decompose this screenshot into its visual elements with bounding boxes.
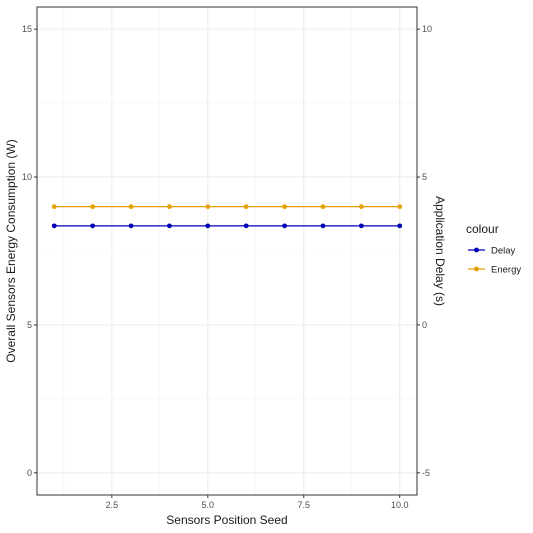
- data-point-delay: [243, 223, 249, 229]
- legend-keys: Delay Energy: [468, 246, 521, 276]
- data-point-energy: [397, 204, 403, 210]
- data-point-energy: [243, 204, 249, 210]
- legend-label-energy: Energy: [491, 265, 521, 276]
- y-tick-label-left: 15: [22, 24, 32, 34]
- y-tick-label-right: -5: [422, 468, 430, 478]
- y-tick-label-left: 5: [27, 320, 32, 330]
- x-tick-label: 2.5: [106, 500, 119, 510]
- data-point-energy: [282, 204, 287, 210]
- data-point-energy: [90, 204, 96, 210]
- x-tick-label: 7.5: [298, 500, 311, 510]
- axes: 2.5 5.0 7.5 10.0 0 5 10 15 -5 0 5 10: [22, 24, 432, 510]
- data-point-delay: [397, 223, 403, 229]
- legend-label-delay: Delay: [491, 246, 516, 257]
- y-axis-title-left: Overall Sensors Energy Consumption (W): [4, 139, 18, 362]
- data-point-energy: [167, 204, 172, 210]
- data-point-energy: [51, 204, 57, 210]
- data-point-energy: [205, 204, 211, 210]
- data-point-energy: [128, 204, 134, 210]
- y-axis-title-right: Application Delay (s): [433, 196, 447, 306]
- data-point-delay: [167, 223, 172, 229]
- legend-key-point-delay: [474, 247, 479, 253]
- plot-border: [36, 6, 418, 496]
- x-tick-label: 10.0: [391, 500, 409, 510]
- grid: [37, 7, 417, 495]
- legend-title: colour: [466, 222, 499, 236]
- data-point-delay: [128, 223, 134, 229]
- data-point-delay: [282, 223, 287, 229]
- legend: colour Delay Energy: [466, 222, 521, 276]
- data-point-delay: [90, 223, 96, 229]
- x-tick-label: 5.0: [202, 500, 215, 510]
- data-point-delay: [320, 223, 326, 229]
- data-point-delay: [358, 223, 364, 229]
- y-tick-label-left: 0: [27, 468, 32, 478]
- series-layer: [51, 204, 403, 229]
- y-tick-label-right: 5: [422, 172, 427, 182]
- data-point-energy: [358, 204, 364, 210]
- y-tick-label-left: 10: [22, 172, 32, 182]
- y-tick-label-right: 0: [422, 320, 427, 330]
- x-axis-title: Sensors Position Seed: [166, 513, 287, 527]
- legend-key-point-energy: [474, 266, 479, 272]
- data-point-energy: [320, 204, 326, 210]
- y-tick-label-right: 10: [422, 24, 432, 34]
- data-point-delay: [51, 223, 57, 229]
- data-point-delay: [205, 223, 211, 229]
